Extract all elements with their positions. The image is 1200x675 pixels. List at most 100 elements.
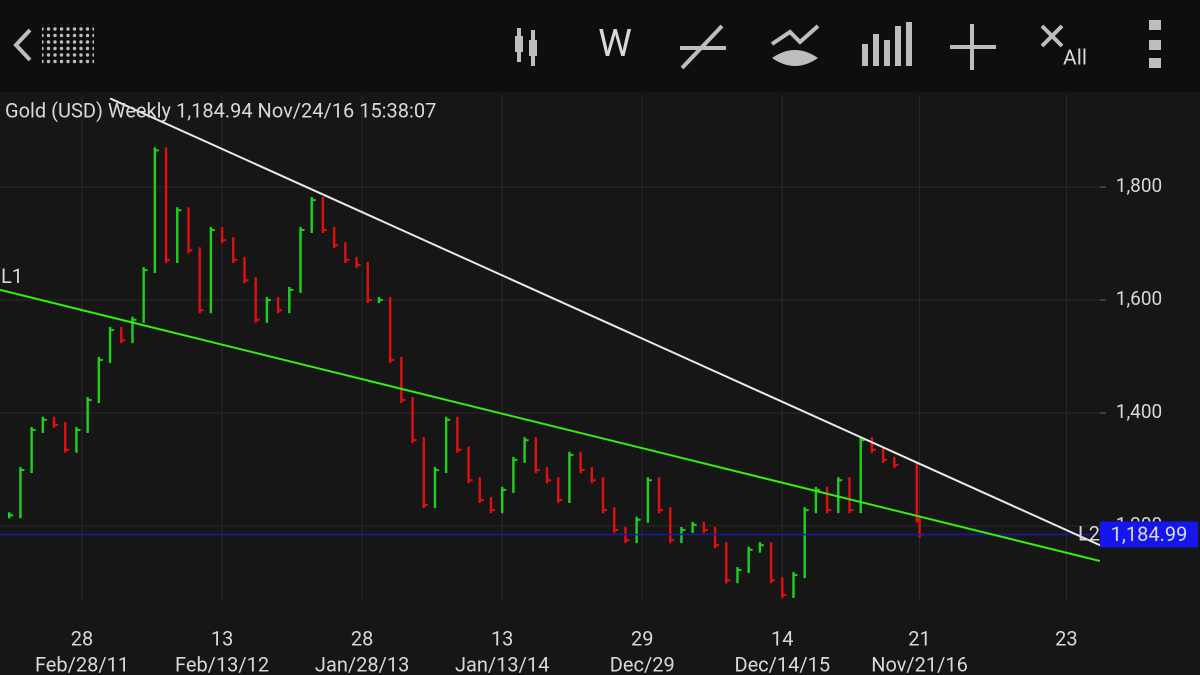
x-tick-label: 21 [908, 626, 930, 650]
price-bar [467, 446, 473, 484]
price-bar [781, 577, 787, 598]
price-bar [120, 326, 126, 344]
price-bar [198, 247, 204, 314]
price-bar [232, 237, 238, 263]
crosshair-button[interactable] [950, 24, 996, 70]
price-bar [131, 316, 137, 344]
price-bar [557, 477, 563, 504]
price-bar [736, 567, 742, 584]
draw-line-button[interactable] [680, 24, 726, 70]
x-tick-label: 13 [211, 626, 233, 650]
price-bar [422, 437, 428, 509]
price-bar [209, 227, 215, 314]
x-tick-label: 23 [1055, 626, 1077, 650]
clear-all-label: All [1063, 47, 1087, 71]
price-bar [366, 262, 372, 304]
overlay: 1,8001,6001,4001,20028Feb/28/1113Feb/13/… [1, 174, 1198, 675]
price-bar [187, 207, 193, 254]
price-bar [433, 467, 439, 509]
trend-label: L1 [1, 264, 23, 288]
period-button[interactable]: W [598, 22, 632, 66]
price-bar [310, 197, 316, 234]
price-bar [456, 416, 462, 453]
price-bar [444, 416, 451, 474]
price-bar [142, 267, 148, 323]
price-bar [377, 297, 383, 304]
price-bar [164, 147, 171, 263]
price-bar [769, 542, 776, 584]
price-bar [590, 467, 596, 484]
price-bar [299, 227, 305, 293]
price-bar [64, 421, 70, 453]
x-tick-sublabel: Dec/29 [610, 652, 675, 675]
menu-button[interactable] [1149, 20, 1161, 68]
price-bar [86, 397, 92, 433]
plot-area [0, 97, 1100, 598]
price-bar [265, 297, 271, 323]
y-tick-label: 1,400 [1116, 400, 1162, 423]
price-bar [893, 456, 899, 468]
price-bar [276, 297, 283, 314]
price-bar [355, 256, 361, 269]
price-bar [108, 326, 115, 363]
price-bar [8, 512, 14, 519]
x-tick-label: 29 [631, 626, 653, 650]
price-bar [545, 467, 551, 484]
price-bar [657, 477, 664, 514]
price-bar [75, 426, 81, 453]
price-bar [646, 477, 652, 523]
price-bar [243, 256, 249, 284]
grid [0, 95, 1100, 600]
x-tick-label: 13 [491, 626, 513, 650]
price-bar [388, 297, 395, 363]
price-bar [19, 467, 25, 519]
price-bar [97, 356, 103, 404]
study-button[interactable] [862, 22, 912, 66]
trend-line [109, 97, 1100, 547]
indicator-button[interactable] [770, 24, 820, 66]
chart-style-button[interactable] [515, 28, 537, 66]
price-bar [848, 477, 854, 514]
price-bar [635, 516, 641, 544]
x-tick-sublabel: Jan/13/14 [455, 652, 549, 675]
price-bar [691, 521, 697, 533]
price-bar [332, 227, 339, 249]
price-bar [613, 507, 619, 533]
price-bar [512, 456, 518, 493]
back-button[interactable] [13, 24, 94, 64]
chart-title: Gold (USD) Weekly 1,184.94 Nov/24/16 15:… [5, 98, 436, 122]
x-tick-sublabel: Jan/28/13 [315, 652, 409, 675]
y-tick-label: 1,600 [1116, 287, 1162, 310]
x-tick-label: 28 [71, 626, 93, 650]
price-bar [870, 437, 876, 453]
y-tick-label: 1,800 [1116, 174, 1162, 197]
price-bar [725, 542, 731, 584]
price-bar [579, 451, 585, 474]
price-bar [713, 526, 720, 549]
price-bar [411, 397, 417, 444]
price-tag [1100, 521, 1198, 548]
price-bar [478, 477, 484, 504]
price-bar [30, 426, 36, 474]
trend-line [0, 288, 1100, 562]
price-bar [792, 572, 798, 598]
price-bar [220, 227, 227, 244]
price-bar [803, 507, 809, 579]
price-bar [601, 477, 608, 514]
price-bar [534, 437, 540, 474]
price-bar [400, 356, 406, 404]
x-tick-label: 14 [771, 626, 793, 650]
toolbar [0, 0, 1200, 92]
price-bar [288, 286, 294, 314]
price-tag-label: 1,184.99 [1111, 522, 1188, 546]
price-bar [489, 497, 495, 514]
price-bar [500, 486, 507, 514]
clear-all-button[interactable]: All [1040, 24, 1087, 71]
price-bar [568, 451, 574, 504]
price-bar [254, 277, 260, 323]
x-tick-sublabel: Feb/13/12 [175, 652, 269, 675]
price-bar [825, 486, 832, 514]
